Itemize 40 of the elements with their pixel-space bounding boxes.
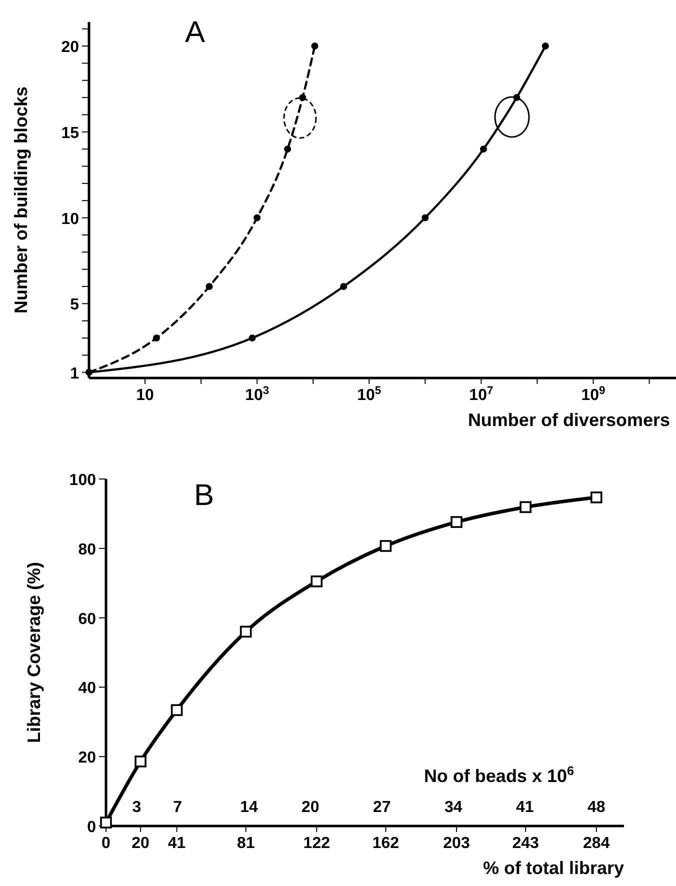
y-tick-label: 80 [78, 541, 96, 558]
y-tick-label: 5 [70, 296, 80, 314]
x2-tick-label: 48 [588, 799, 606, 816]
x-tick-label: 203 [443, 835, 470, 852]
x-tick-label: 0 [102, 835, 111, 852]
x-tick-label: 10$^{7}$ [469, 385, 494, 404]
x-tick-label: 10$^{9}$ [581, 385, 606, 404]
x2-tick-label: 14 [240, 799, 258, 816]
x2-tick-label: 3 [132, 799, 142, 816]
chart-title: B [194, 479, 214, 512]
y-tick-label: 1 [70, 365, 80, 382]
x2-tick-label: 20 [301, 799, 320, 816]
chart-title: A [184, 16, 206, 49]
x2-axis-title: No of beads x 10$^{6}$ [424, 764, 574, 786]
x-tick-label: 243 [512, 835, 540, 852]
x2-tick-label: 34 [444, 799, 462, 816]
y-tick-label: 60 [78, 610, 96, 628]
x2-tick-label: 41 [516, 799, 534, 816]
x-tick-label: 10 [136, 387, 154, 404]
x-tick-label: 162 [372, 835, 400, 852]
y-tick-label: 100 [69, 472, 96, 489]
x-tick-label: 10$^{5}$ [357, 385, 382, 404]
x-tick-label: 20 [132, 835, 150, 852]
y-axis-title: Number of building blocks [11, 86, 31, 314]
x-tick-label: 122 [303, 835, 330, 852]
y-tick-label: 0 [87, 819, 96, 836]
x-tick-label: 81 [236, 835, 255, 852]
y-tick-label: 20 [78, 750, 96, 767]
x-axis-title: % of total library [482, 858, 624, 878]
y-tick-label: 15 [61, 124, 80, 142]
y-tick-label: 40 [78, 680, 96, 698]
x2-tick-label: 27 [372, 799, 391, 816]
x-tick-label: 10$^{3}$ [245, 385, 270, 404]
y-tick-label: 20 [61, 39, 80, 56]
y-axis-title: Library Coverage (%) [24, 562, 44, 744]
x-tick-label: 284 [583, 835, 610, 852]
x-tick-label: 41 [168, 835, 186, 852]
x2-tick-label: 7 [173, 799, 182, 816]
y-tick-label: 10 [61, 210, 80, 228]
x-axis-title: Number of diversomers [468, 410, 670, 430]
